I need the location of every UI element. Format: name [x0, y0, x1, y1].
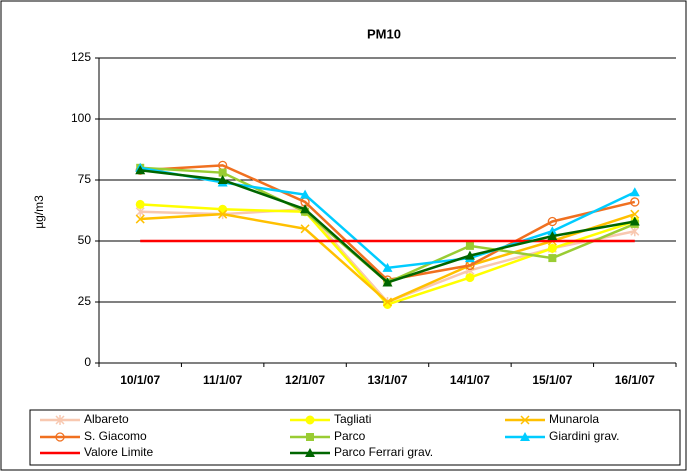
y-tick-label: 125 — [71, 50, 91, 64]
x-tick-label: 10/1/07 — [120, 373, 160, 387]
marker — [217, 175, 228, 184]
legend-box — [29, 409, 681, 466]
marker — [382, 262, 393, 272]
legend-label: S. Giacomo — [84, 429, 147, 443]
marker — [630, 197, 640, 207]
y-tick-label: 25 — [78, 294, 92, 308]
legend-label: Parco Ferrari grav. — [334, 445, 433, 459]
marker — [465, 241, 474, 250]
marker — [464, 250, 475, 260]
marker — [630, 209, 640, 219]
marker — [305, 448, 315, 457]
marker — [135, 199, 145, 209]
x-tick-label: 16/1/07 — [615, 373, 655, 387]
y-tick-label: 100 — [71, 111, 91, 125]
marker — [547, 243, 557, 253]
marker — [548, 254, 557, 263]
chart-title: PM10 — [367, 26, 401, 41]
y-axis-label: µg/m3 — [32, 195, 46, 229]
legend-label: Munarola — [549, 412, 599, 426]
marker — [465, 273, 475, 283]
marker — [300, 189, 311, 199]
marker — [300, 204, 311, 214]
marker — [218, 209, 228, 219]
marker — [135, 214, 145, 224]
marker — [218, 168, 227, 177]
legend-label: Tagliati — [334, 412, 371, 426]
x-tick-label: 15/1/07 — [532, 373, 572, 387]
marker — [547, 226, 558, 236]
marker — [629, 187, 640, 197]
legend-label: Albareto — [84, 412, 129, 426]
y-tick-label: 50 — [78, 233, 92, 247]
y-tick-label: 0 — [84, 355, 91, 369]
marker — [135, 165, 146, 175]
marker — [55, 415, 65, 425]
legend-label: Giardini grav. — [549, 429, 619, 443]
x-tick-label: 13/1/07 — [367, 373, 407, 387]
marker — [629, 216, 640, 226]
marker — [300, 224, 310, 234]
marker — [520, 415, 530, 425]
x-tick-label: 14/1/07 — [450, 373, 490, 387]
y-tick-label: 75 — [78, 172, 92, 186]
marker — [382, 277, 393, 287]
marker — [382, 297, 393, 307]
x-tick-label: 12/1/07 — [285, 373, 325, 387]
marker — [547, 216, 558, 227]
x-tick-label: 11/1/07 — [203, 373, 243, 387]
marker — [306, 433, 314, 441]
marker — [55, 432, 65, 442]
legend-label: Valore Limite — [84, 445, 153, 459]
marker — [547, 231, 558, 241]
marker — [305, 415, 315, 425]
marker — [520, 432, 530, 441]
legend-label: Parco — [334, 429, 366, 443]
